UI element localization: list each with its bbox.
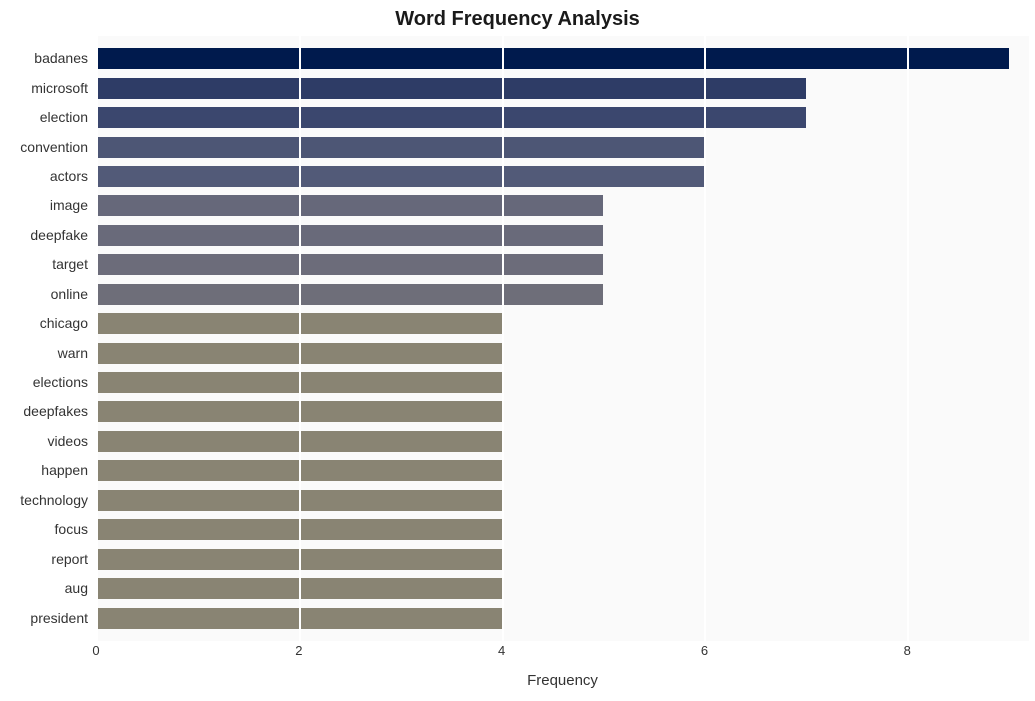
bar-row bbox=[96, 431, 1029, 452]
x-axis-title: Frequency bbox=[96, 672, 1029, 689]
bar-row bbox=[96, 519, 1029, 540]
bar bbox=[96, 195, 603, 216]
bar-row bbox=[96, 137, 1029, 158]
grid-line bbox=[907, 36, 909, 641]
x-tick-label: 4 bbox=[498, 643, 505, 658]
grid-line bbox=[299, 36, 301, 641]
bar-row bbox=[96, 460, 1029, 481]
bar bbox=[96, 48, 1009, 69]
y-tick-label: report bbox=[0, 549, 92, 570]
bar-row bbox=[96, 490, 1029, 511]
bar-row bbox=[96, 225, 1029, 246]
bar-row bbox=[96, 254, 1029, 275]
bar-row bbox=[96, 195, 1029, 216]
bar bbox=[96, 284, 603, 305]
y-tick-label: online bbox=[0, 284, 92, 305]
bar bbox=[96, 225, 603, 246]
bar-row bbox=[96, 313, 1029, 334]
y-tick-label: technology bbox=[0, 490, 92, 511]
bar-row bbox=[96, 284, 1029, 305]
y-tick-label: videos bbox=[0, 431, 92, 452]
grid-line bbox=[96, 36, 98, 641]
x-axis: 02468 bbox=[96, 643, 1029, 663]
bar bbox=[96, 107, 806, 128]
y-tick-label: convention bbox=[0, 137, 92, 158]
y-tick-label: aug bbox=[0, 578, 92, 599]
bar-row bbox=[96, 343, 1029, 364]
x-tick-label: 6 bbox=[701, 643, 708, 658]
y-tick-label: actors bbox=[0, 166, 92, 187]
y-tick-label: elections bbox=[0, 372, 92, 393]
x-tick-label: 0 bbox=[92, 643, 99, 658]
bar bbox=[96, 166, 704, 187]
grid-line bbox=[502, 36, 504, 641]
y-tick-label: target bbox=[0, 254, 92, 275]
bar-row bbox=[96, 78, 1029, 99]
y-tick-label: image bbox=[0, 195, 92, 216]
y-tick-label: focus bbox=[0, 519, 92, 540]
bar-row bbox=[96, 549, 1029, 570]
y-tick-label: chicago bbox=[0, 313, 92, 334]
chart-title: Word Frequency Analysis bbox=[0, 0, 1035, 35]
bar-row bbox=[96, 107, 1029, 128]
chart-container: Word Frequency Analysis badanes microsoft… bbox=[0, 0, 1035, 701]
bar-row bbox=[96, 48, 1029, 69]
x-tick-label: 8 bbox=[904, 643, 911, 658]
y-axis-labels: badanes microsoft election convention actors… bbox=[0, 36, 92, 641]
grid-line bbox=[704, 36, 706, 641]
y-tick-label: badanes bbox=[0, 48, 92, 69]
y-tick-label: happen bbox=[0, 460, 92, 481]
y-tick-label: deepfakes bbox=[0, 401, 92, 422]
bar-row bbox=[96, 608, 1029, 629]
bar-row bbox=[96, 578, 1029, 599]
bars-wrap bbox=[96, 36, 1029, 641]
bar bbox=[96, 78, 806, 99]
y-tick-label: microsoft bbox=[0, 78, 92, 99]
y-tick-label: deepfake bbox=[0, 225, 92, 246]
plot-area bbox=[96, 36, 1029, 641]
y-tick-label: president bbox=[0, 608, 92, 629]
bar-row bbox=[96, 401, 1029, 422]
bar-row bbox=[96, 166, 1029, 187]
x-tick-label: 2 bbox=[295, 643, 302, 658]
y-tick-label: warn bbox=[0, 343, 92, 364]
bar bbox=[96, 137, 704, 158]
y-tick-label: election bbox=[0, 107, 92, 128]
bar bbox=[96, 254, 603, 275]
bar-row bbox=[96, 372, 1029, 393]
